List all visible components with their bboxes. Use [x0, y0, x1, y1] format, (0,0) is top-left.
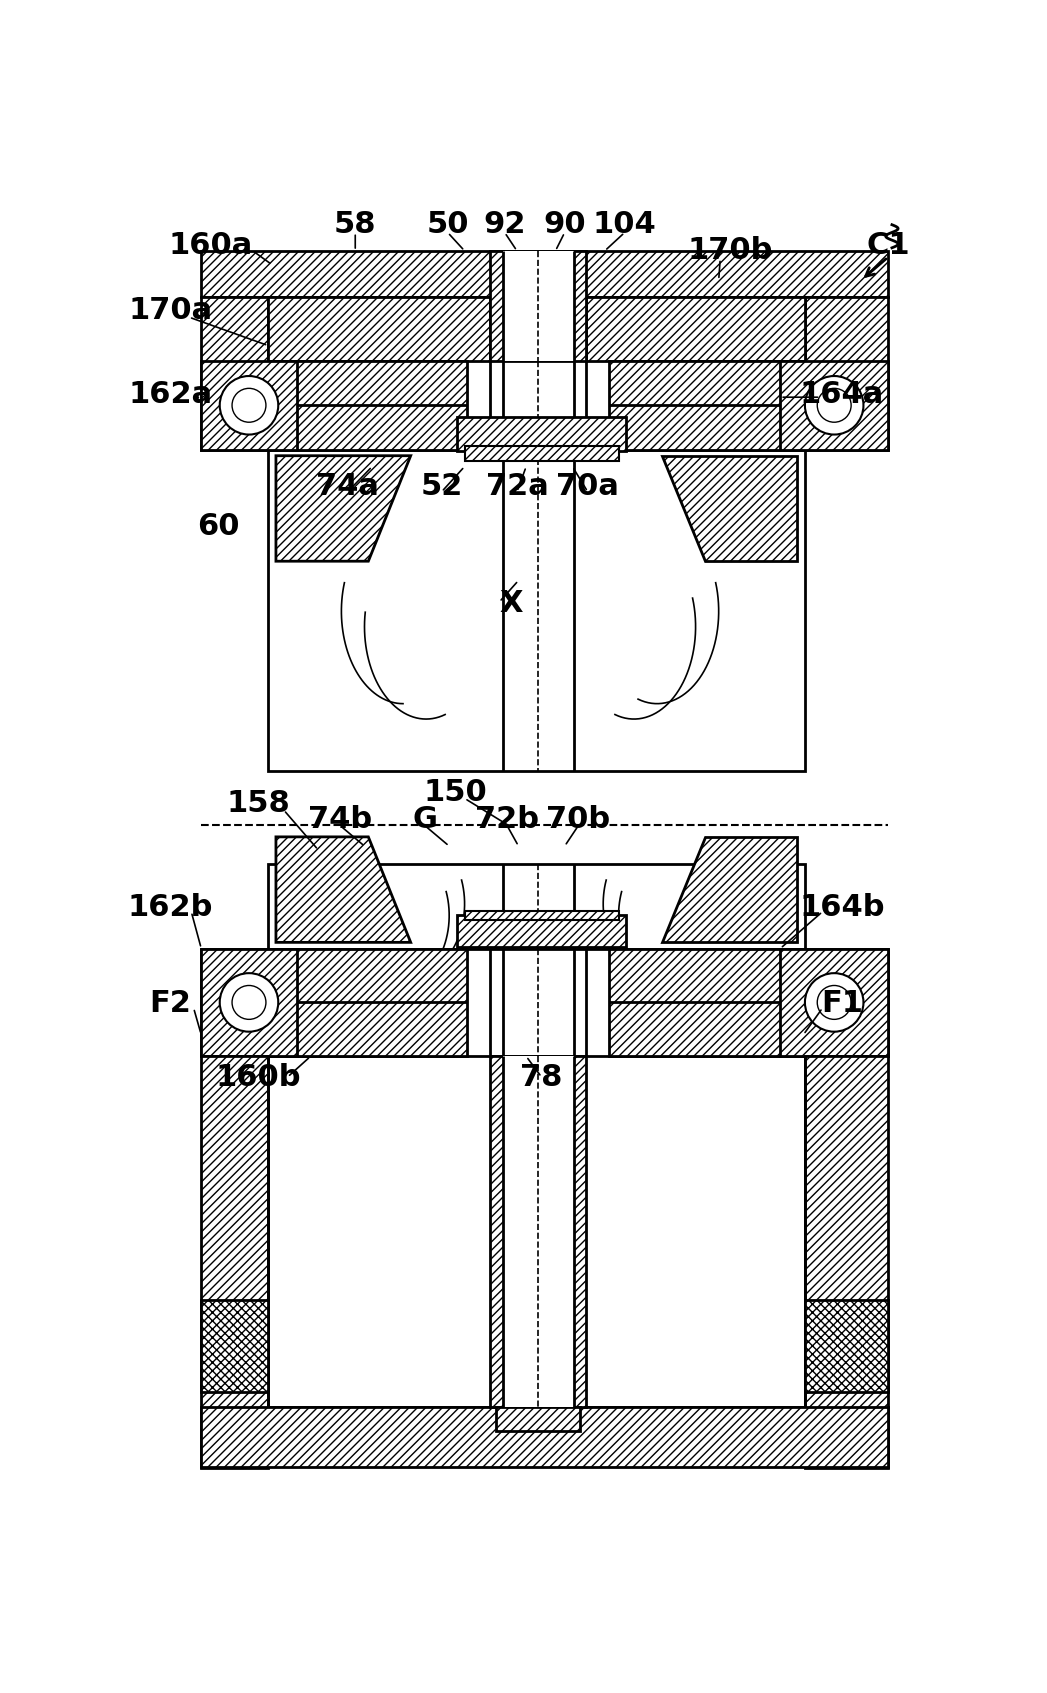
Text: 72a: 72a — [486, 472, 549, 501]
Bar — [609, 361, 805, 450]
Bar — [201, 361, 296, 450]
Bar — [609, 948, 805, 1056]
Text: 170a: 170a — [129, 296, 213, 325]
Bar — [780, 948, 888, 1056]
Bar — [456, 914, 626, 946]
Text: 150: 150 — [423, 777, 487, 806]
Text: C1: C1 — [866, 230, 910, 261]
Text: 78: 78 — [520, 1063, 563, 1092]
Bar — [456, 416, 626, 450]
Text: 70a: 70a — [556, 472, 619, 501]
Bar — [586, 296, 805, 361]
Text: 72b: 72b — [475, 804, 539, 833]
Bar — [465, 445, 619, 460]
Text: 60: 60 — [197, 511, 240, 542]
Circle shape — [220, 973, 279, 1031]
Circle shape — [220, 376, 279, 435]
Polygon shape — [276, 836, 410, 943]
Text: 162a: 162a — [129, 379, 213, 408]
Bar — [268, 450, 805, 772]
Bar — [201, 251, 888, 296]
Bar — [201, 948, 296, 1056]
Polygon shape — [663, 836, 797, 943]
Polygon shape — [276, 455, 410, 560]
Bar — [268, 948, 467, 1056]
Bar — [465, 911, 619, 919]
Text: 158: 158 — [226, 789, 290, 818]
Bar — [780, 361, 888, 450]
Bar — [268, 361, 467, 450]
Text: 104: 104 — [593, 210, 656, 239]
Text: 92: 92 — [484, 210, 526, 239]
Text: 164a: 164a — [800, 379, 884, 408]
Bar — [490, 1056, 586, 1407]
Polygon shape — [663, 455, 797, 560]
Text: 74b: 74b — [308, 804, 372, 833]
Text: X: X — [499, 589, 522, 618]
Text: F1: F1 — [821, 989, 863, 1019]
Text: 74a: 74a — [316, 472, 379, 501]
Bar — [496, 1407, 580, 1431]
Bar — [805, 296, 888, 450]
Bar — [805, 1300, 888, 1392]
Bar — [201, 948, 268, 1056]
Circle shape — [805, 973, 864, 1031]
Text: 70b: 70b — [547, 804, 610, 833]
Bar — [201, 1300, 268, 1392]
Bar — [805, 948, 888, 1056]
Bar — [268, 296, 490, 361]
Bar — [504, 251, 574, 361]
Text: 164b: 164b — [799, 894, 885, 923]
Text: 170b: 170b — [688, 237, 773, 266]
Text: 160b: 160b — [216, 1063, 300, 1092]
Text: F2: F2 — [150, 989, 192, 1019]
Bar — [268, 863, 805, 948]
Text: 160a: 160a — [169, 230, 252, 261]
Text: 58: 58 — [334, 210, 377, 239]
Text: 50: 50 — [426, 210, 469, 239]
Bar — [201, 1056, 268, 1468]
Text: G: G — [413, 804, 437, 833]
Bar — [805, 1056, 888, 1468]
Text: 90: 90 — [543, 210, 586, 239]
Bar — [490, 251, 586, 361]
Circle shape — [805, 376, 864, 435]
Text: 162b: 162b — [128, 894, 214, 923]
Bar — [201, 1407, 888, 1468]
Text: 52: 52 — [420, 472, 463, 501]
Bar — [268, 1056, 805, 1407]
Bar — [201, 296, 268, 450]
Bar — [504, 1056, 574, 1407]
